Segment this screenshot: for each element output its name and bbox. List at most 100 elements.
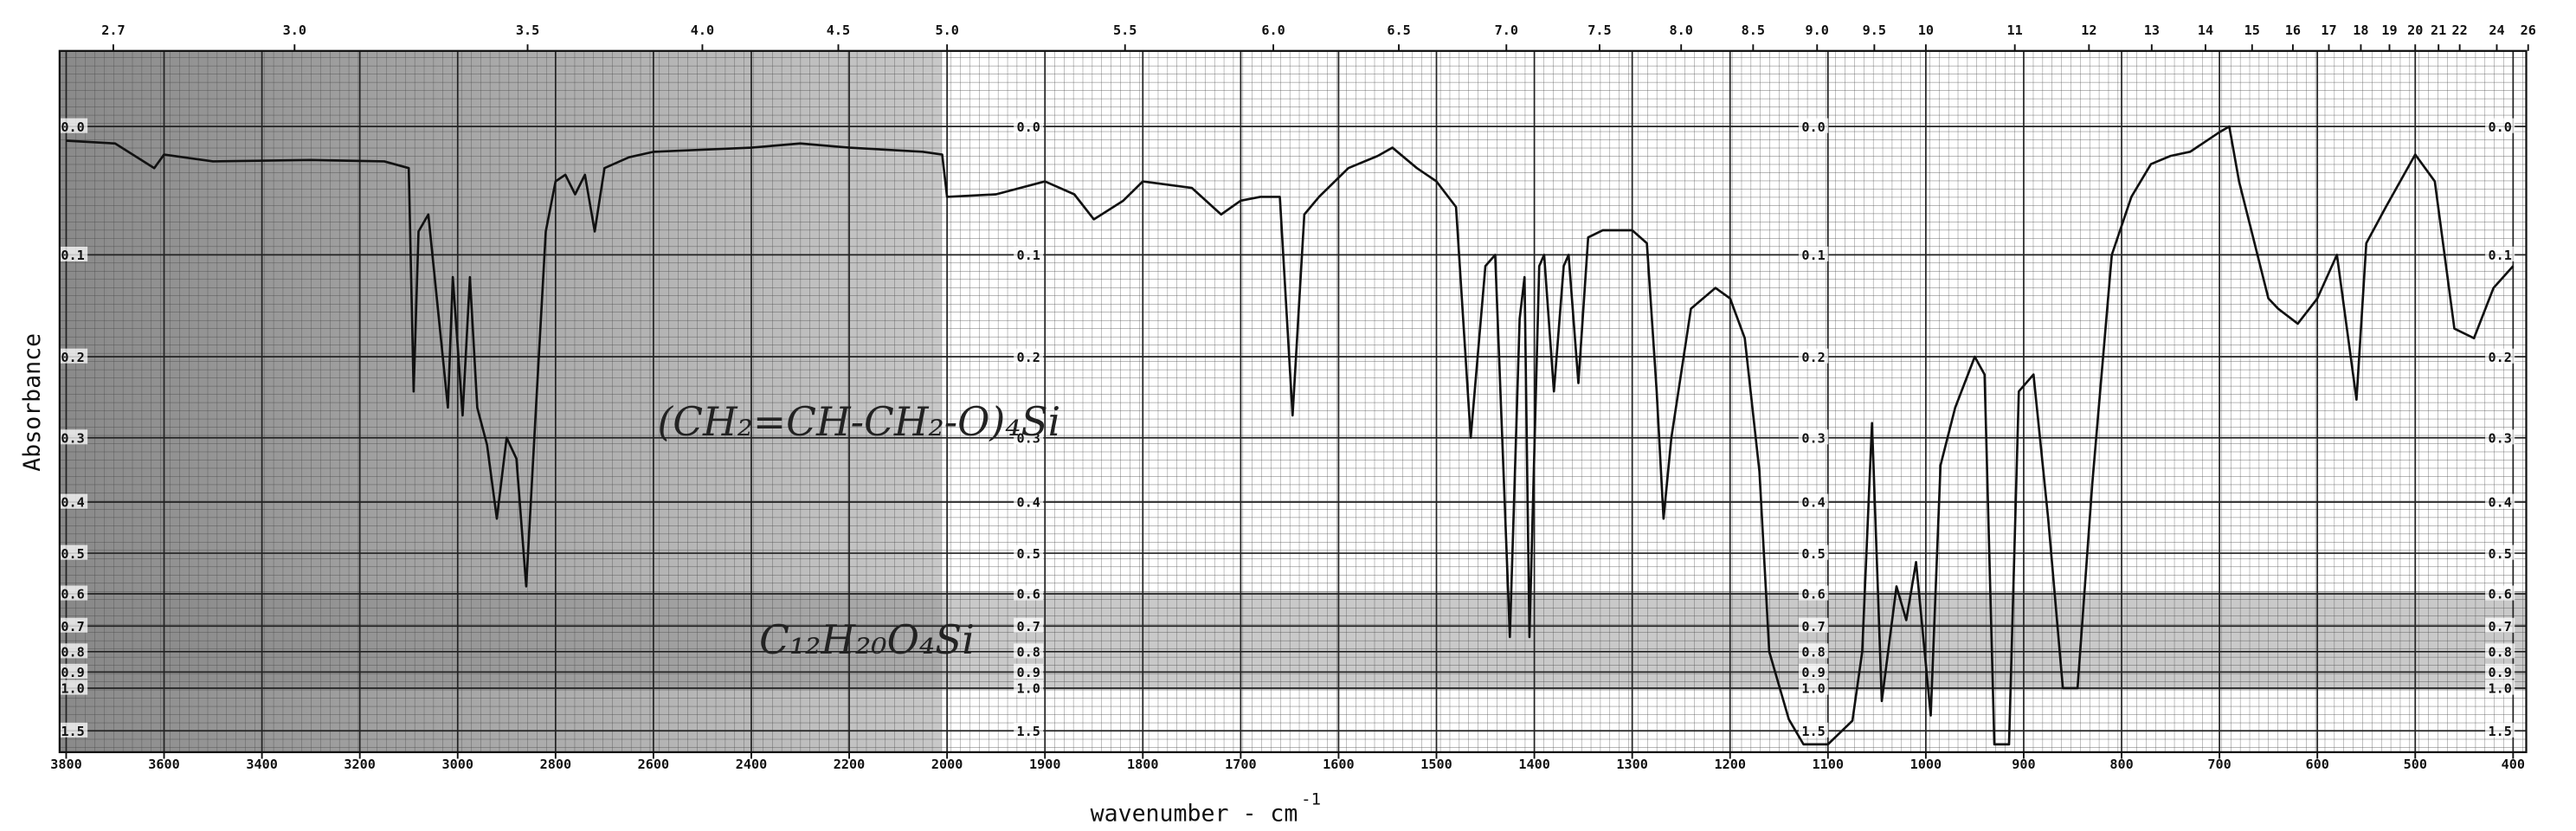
y-tick-label: 0.2	[1017, 350, 1040, 365]
y-tick-label-bg	[57, 680, 88, 695]
x-tick-label: 2000	[931, 757, 963, 772]
y-tick-label-bg	[57, 348, 88, 364]
x-tick-label: 1800	[1127, 757, 1159, 772]
y-tick-label: 0.7	[2488, 619, 2511, 635]
y-tick-label-bg	[1014, 643, 1044, 659]
x-tick-label: 3800	[50, 757, 81, 772]
y-tick-label-bg	[2485, 493, 2515, 509]
y-tick-label: 0.3	[61, 430, 84, 446]
x2-tick-label: 16	[2285, 23, 2301, 38]
x-tick-label: 2600	[638, 757, 670, 772]
y-tick-label: 0.8	[1801, 644, 1825, 660]
annotation: C₁₂H₂₀O₄Si	[759, 617, 975, 663]
y-tick-label-bg	[1014, 663, 1044, 679]
y-tick-label-bg	[2485, 118, 2515, 133]
y-tick-label-bg	[2485, 544, 2515, 560]
y-tick-label: 0.2	[61, 350, 84, 365]
y-tick-label-bg	[57, 663, 88, 679]
y-tick-label: 0.9	[1017, 665, 1040, 680]
x2-tick-label: 13	[2144, 23, 2160, 38]
y-tick-label: 0.8	[2488, 644, 2511, 660]
x2-tick-label: 6.0	[1261, 23, 1285, 38]
y-tick-label: 1.5	[2488, 724, 2511, 739]
y-tick-label: 0.9	[1801, 665, 1825, 680]
y-tick-label-bg	[1014, 348, 1044, 364]
x-axis-label-sup: -1	[1301, 790, 1321, 809]
x2-tick-label: 17	[2321, 23, 2336, 38]
y-tick-label-bg	[57, 118, 88, 133]
y-tick-label-bg	[57, 585, 88, 601]
x2-tick-label: 7.5	[1587, 23, 1611, 38]
y-tick-label-bg	[2485, 722, 2515, 738]
y-tick-label: 1.0	[1017, 681, 1040, 697]
y-tick-label: 1.5	[1801, 724, 1825, 739]
x2-tick-label: 5.0	[935, 23, 958, 38]
y-tick-label-bg	[57, 246, 88, 261]
x2-tick-label: 20	[2407, 23, 2423, 38]
y-tick-label: 0.8	[1017, 644, 1040, 660]
x2-tick-label: 6.5	[1387, 23, 1410, 38]
y-tick-label: 0.5	[1017, 546, 1040, 562]
y-tick-label: 1.0	[1801, 681, 1825, 697]
y-axis-label: Absorbance	[19, 333, 46, 472]
y-tick-label-bg	[1014, 722, 1044, 738]
y-tick-label-bg	[1799, 680, 1829, 695]
x2-tick-label: 7.0	[1495, 23, 1518, 38]
y-tick-label-bg	[1014, 544, 1044, 560]
x2-tick-label: 8.5	[1742, 23, 1765, 38]
y-tick-label: 0.1	[1017, 248, 1040, 263]
x-tick-label: 400	[2502, 757, 2525, 772]
y-tick-label: 0.4	[61, 495, 84, 511]
y-tick-label: 0.5	[2488, 546, 2511, 562]
x-tick-label: 3600	[148, 757, 179, 772]
y-tick-label: 0.7	[61, 619, 84, 635]
x-tick-label: 2200	[834, 757, 866, 772]
x2-tick-label: 26	[2521, 23, 2536, 38]
y-tick-label-bg	[2485, 680, 2515, 695]
annotation: (CH₂=CH-CH₂-O)₄Si	[657, 399, 1060, 445]
y-tick-label-bg	[2485, 348, 2515, 364]
y-tick-label-bg	[1799, 643, 1829, 659]
y-tick-label: 0.1	[2488, 248, 2511, 263]
y-tick-label: 0.2	[2488, 350, 2511, 365]
y-tick-label-bg	[1799, 544, 1829, 560]
x2-tick-label: 2.7	[101, 23, 125, 38]
x2-tick-label: 22	[2452, 23, 2468, 38]
chart-layer: 3800 3600 3400 3200 3000 2800 2600 2400 2200 2000…	[50, 23, 2536, 772]
x2-tick-label: 14	[2198, 23, 2213, 38]
x2-tick-label: 4.5	[827, 23, 850, 38]
y-tick-label-bg	[1014, 429, 1044, 445]
x2-tick-label: 18	[2353, 23, 2368, 38]
x-tick-label: 2800	[540, 757, 572, 772]
spectrum-line	[66, 125, 2515, 746]
x-tick-label: 1100	[1813, 757, 1845, 772]
y-tick-label: 0.0	[2488, 119, 2511, 135]
y-tick-label-bg	[1799, 118, 1829, 133]
x-tick-label: 1600	[1323, 757, 1354, 772]
x2-tick-label: 15	[2244, 23, 2260, 38]
y-tick-label-bg	[1014, 246, 1044, 261]
x2-tick-label: 3.5	[516, 23, 539, 38]
x2-tick-label: 8.0	[1670, 23, 1693, 38]
y-tick-label-bg	[1799, 429, 1829, 445]
y-tick-label: 0.6	[1801, 587, 1825, 602]
y-tick-label: 0.3	[2488, 430, 2511, 446]
y-tick-label: 1.5	[61, 724, 84, 739]
y-tick-label-bg	[2485, 617, 2515, 633]
x-tick-label: 2400	[736, 757, 768, 772]
y-tick-label: 0.9	[2488, 665, 2511, 680]
x-tick-label: 1700	[1225, 757, 1257, 772]
y-tick-label: 0.4	[1801, 495, 1825, 511]
x2-tick-label: 3.0	[283, 23, 306, 38]
x-tick-label: 1000	[1910, 757, 1942, 772]
y-tick-label: 1.0	[61, 681, 84, 697]
y-tick-label: 0.0	[61, 119, 84, 135]
y-tick-label: 0.5	[1801, 546, 1825, 562]
x-tick-label: 1400	[1518, 757, 1550, 772]
y-tick-label: 0.2	[1801, 350, 1825, 365]
y-tick-label: 0.1	[1801, 248, 1825, 263]
y-tick-label-bg	[1799, 617, 1829, 633]
y-tick-label-bg	[57, 617, 88, 633]
x-tick-label: 1500	[1420, 757, 1452, 772]
x-tick-label: 3400	[246, 757, 278, 772]
